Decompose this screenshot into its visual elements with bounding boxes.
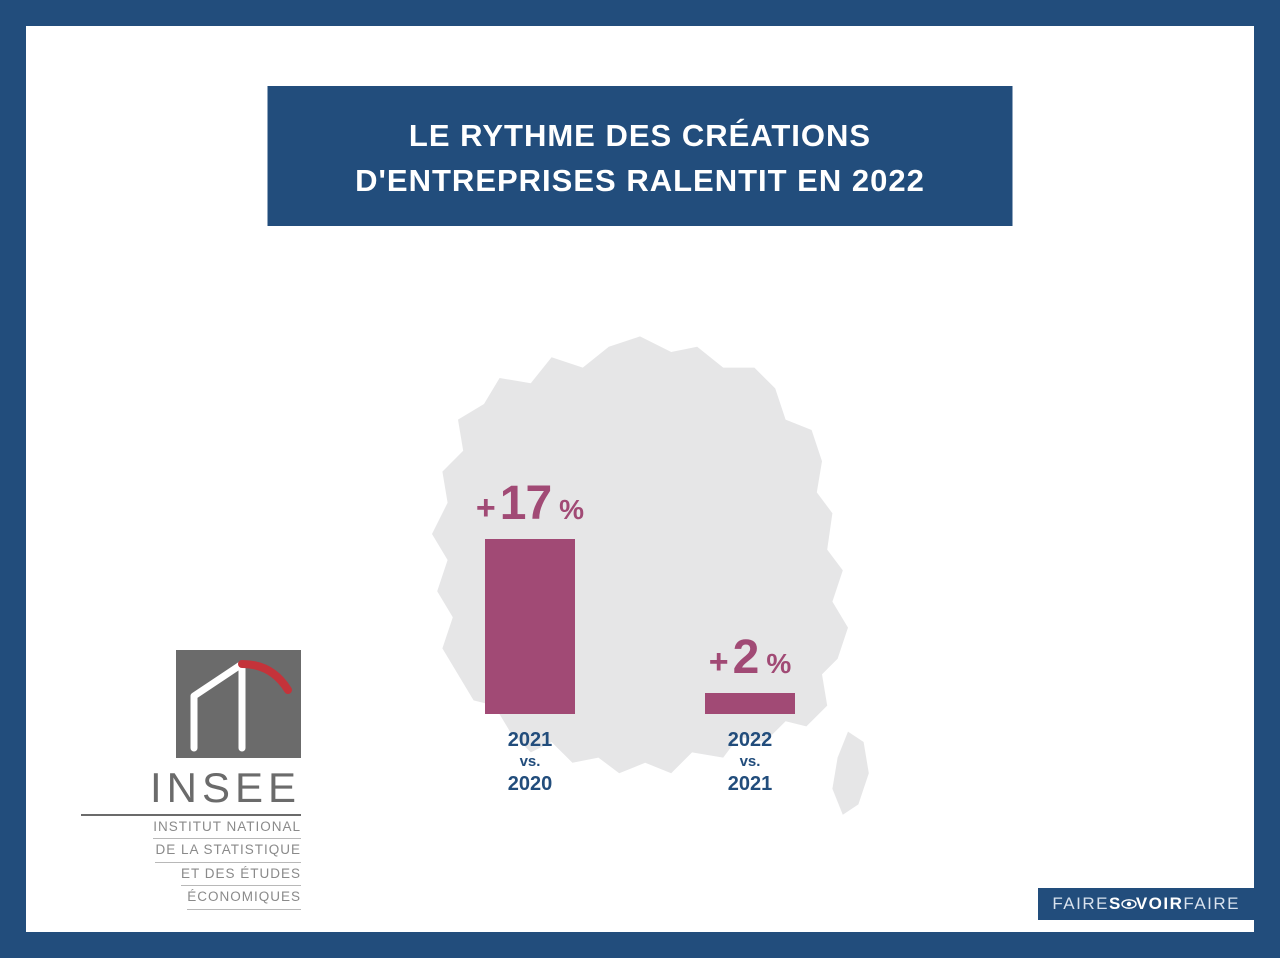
insee-subtitle: INSTITUT NATIONAL DE LA STATISTIQUE ET D… <box>81 816 301 910</box>
bar-2-rect <box>705 693 795 714</box>
insee-sub-3: ET DES ÉTUDES <box>181 863 301 887</box>
bar-1-caption-vs: vs. <box>508 753 553 772</box>
bar-2-caption-top: 2022 <box>728 728 773 753</box>
eye-icon <box>1121 896 1137 912</box>
insee-sub-4: ÉCONOMIQUES <box>187 886 301 910</box>
bar-2-caption-vs: vs. <box>728 753 773 772</box>
fsf-part-3: FAIRE <box>1183 894 1240 914</box>
insee-sub-1: INSTITUT NATIONAL <box>153 816 301 840</box>
bar-2-unit: % <box>766 648 791 680</box>
fsf-part-1: FAIRE <box>1052 894 1109 914</box>
bar-2-caption-bottom: 2021 <box>728 772 773 797</box>
bar-1-caption-bottom: 2020 <box>508 772 553 797</box>
title-banner: LE RYTHME DES CRÉATIONS D'ENTREPRISES RA… <box>268 86 1013 226</box>
title-line-1: LE RYTHME DES CRÉATIONS <box>298 120 983 151</box>
insee-name: INSEE <box>81 764 301 816</box>
bar-2-caption: 2022 vs. 2021 <box>728 728 773 797</box>
insee-logo: INSEE INSTITUT NATIONAL DE LA STATISTIQU… <box>81 650 301 910</box>
bar-1-unit: % <box>559 494 584 526</box>
bar-1-sign: + <box>476 489 496 528</box>
page: LE RYTHME DES CRÉATIONS D'ENTREPRISES RA… <box>26 26 1254 932</box>
bar-1-rect <box>485 539 575 714</box>
title-line-2: D'ENTREPRISES RALENTIT EN 2022 <box>298 165 983 196</box>
bar-2022-vs-2021: + 2 % 2022 vs. 2021 <box>675 630 825 797</box>
bar-2-sign: + <box>709 643 729 682</box>
bar-1-number: 17 <box>500 476 551 531</box>
fsf-part-2b: VOIR <box>1136 894 1184 914</box>
insee-logo-mark-icon <box>176 650 301 758</box>
bar-chart: + 17 % 2021 vs. 2020 + 2 % <box>455 476 825 797</box>
insee-sub-2: DE LA STATISTIQUE <box>155 839 301 863</box>
outer-frame: LE RYTHME DES CRÉATIONS D'ENTREPRISES RA… <box>0 0 1280 958</box>
bar-2-number: 2 <box>733 630 759 685</box>
bar-2-value-label: + 2 % <box>709 630 791 685</box>
bar-1-caption: 2021 vs. 2020 <box>508 728 553 797</box>
bar-2021-vs-2020: + 17 % 2021 vs. 2020 <box>455 476 605 797</box>
bar-1-caption-top: 2021 <box>508 728 553 753</box>
faire-savoir-faire-badge: FAIRE S VOIR FAIRE <box>1038 888 1254 920</box>
bar-1-value-label: + 17 % <box>476 476 584 531</box>
chart-area: + 17 % 2021 vs. 2020 + 2 % <box>380 326 900 846</box>
